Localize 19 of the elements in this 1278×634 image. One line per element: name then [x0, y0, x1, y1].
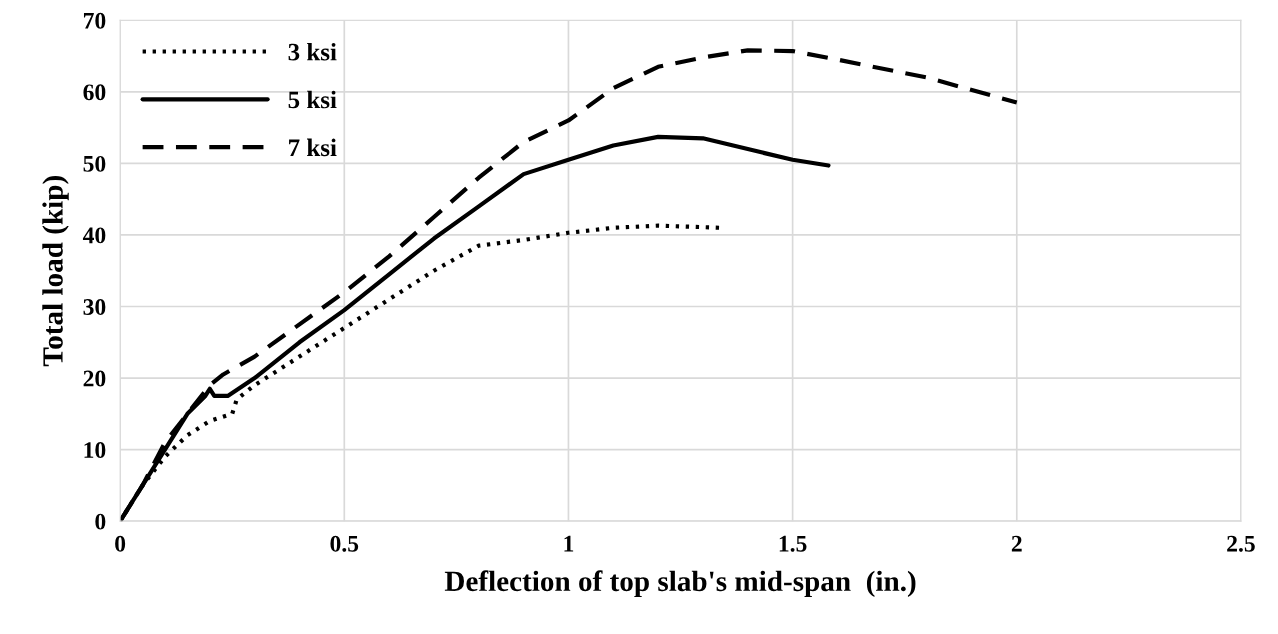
x-tick-label: 0.5: [330, 535, 359, 552]
y-tick-label: 60: [83, 84, 106, 101]
y-axis-title: Total load (kip): [42, 176, 69, 367]
y-tick-label: 40: [82, 227, 106, 244]
legend-label: 7 ksi: [289, 138, 337, 157]
legend-label: 3 ksi: [288, 42, 337, 61]
y-tick-label: 10: [84, 442, 106, 459]
x-axis-title: Deflection of top slab's mid-span (in.): [444, 570, 916, 598]
x-tick-label: 1.5: [779, 535, 807, 552]
y-tick-label: 0: [95, 513, 106, 530]
legend-label: 5 ksi: [288, 90, 337, 109]
x-tick-label: 2.5: [1227, 535, 1255, 552]
y-tick-label: 30: [83, 298, 106, 315]
x-tick-label: 1: [564, 535, 574, 552]
y-tick-label: 50: [83, 155, 106, 172]
y-tick-label: 70: [83, 12, 106, 29]
y-tick-label: 20: [83, 370, 106, 387]
x-tick-label: 2: [1011, 535, 1022, 552]
x-tick-label: 0: [115, 535, 126, 552]
